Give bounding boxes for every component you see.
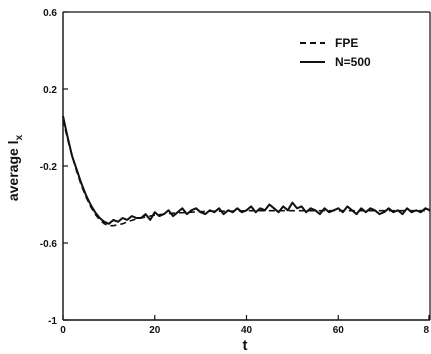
y-tick-label: -0.6	[40, 239, 58, 250]
x-tick-label: 60	[333, 325, 345, 336]
x-tick-label: 40	[241, 325, 253, 336]
x-tick-label: 0	[60, 325, 66, 336]
x-tick-label: 20	[149, 325, 161, 336]
y-axis-ticks: -1 -0.6 -0.2 0.2 0.6	[40, 8, 68, 327]
y-axis-label: average l	[5, 140, 21, 201]
series-line-n500	[62, 115, 431, 225]
legend-label-fpe: FPE	[335, 36, 358, 50]
y-tick-label: -0.2	[40, 162, 58, 173]
x-tick-label: 8	[423, 325, 429, 336]
legend-label-n500: N=500	[335, 55, 371, 69]
y-axis-title: average lx	[5, 134, 25, 201]
series-layer	[62, 115, 431, 227]
x-axis-label: t	[243, 337, 248, 354]
x-axis-ticks: 0 20 40 60 8	[60, 315, 430, 336]
svg-text:average lx: average lx	[5, 134, 25, 201]
y-axis-label-subscript: x	[14, 134, 25, 140]
y-tick-label: -1	[48, 316, 57, 327]
y-tick-label: 0.6	[43, 8, 57, 19]
y-tick-label: 0.2	[43, 85, 57, 96]
plot-frame	[62, 11, 431, 321]
legend: FPE N=500	[300, 36, 371, 69]
